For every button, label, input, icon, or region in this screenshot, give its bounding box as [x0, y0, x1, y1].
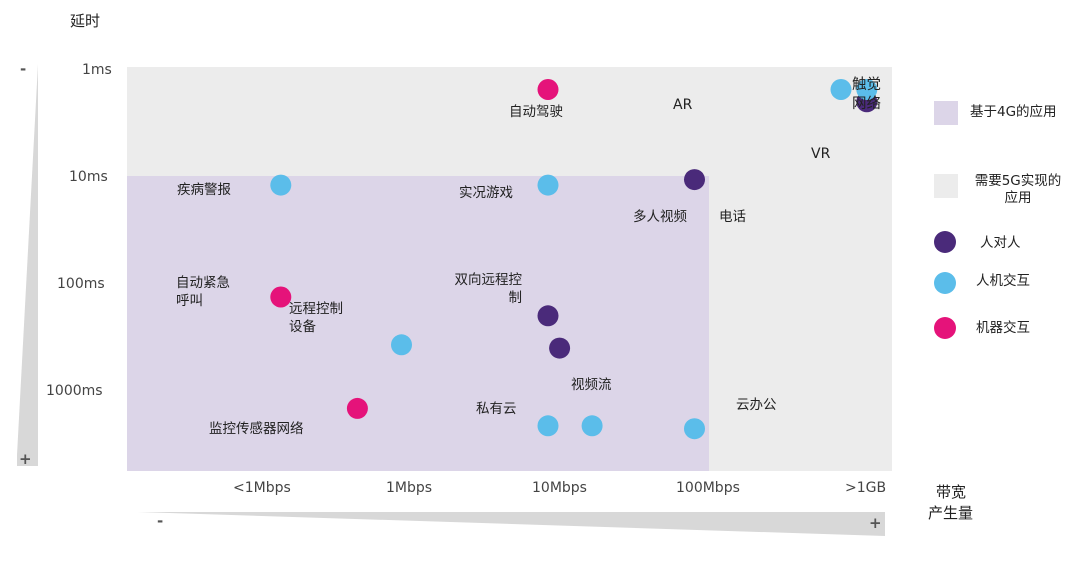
y-axis-wedge	[17, 64, 38, 466]
data-point	[856, 79, 878, 100]
data-point	[346, 397, 368, 419]
point-label: 实况游戏	[459, 185, 513, 201]
data-point	[830, 79, 852, 100]
point-label: 云办公	[736, 397, 777, 413]
data-point	[270, 286, 292, 308]
legend-swatch-4g	[934, 101, 958, 125]
data-point	[537, 174, 559, 196]
point-label: 监控传感器网络	[209, 421, 304, 437]
x-tick-label: 1Mbps	[386, 480, 433, 496]
data-point	[684, 418, 705, 440]
y-tick-label: 1000ms	[46, 383, 103, 399]
legend-marker	[934, 317, 956, 339]
point-label: 自动驾驶	[509, 104, 563, 120]
x-tick-label: 10Mbps	[532, 480, 587, 496]
legend-label: 机器交互	[976, 320, 1030, 336]
y-tick-label: 100ms	[57, 276, 105, 292]
y-tick-label: 10ms	[69, 169, 108, 185]
legend-label: 需要5G实现的应用	[974, 173, 1062, 206]
x-axis-sign-right: +	[869, 514, 882, 532]
region-4g	[127, 176, 709, 471]
y-axis-sign-top: -	[20, 60, 27, 78]
data-point	[581, 415, 603, 437]
legend-marker	[934, 272, 956, 294]
data-point	[537, 415, 559, 437]
x-axis-label-line-2: 产生量	[928, 504, 974, 522]
legend-marker	[934, 231, 956, 253]
point-label: 私有云	[476, 401, 517, 417]
x-axis-label: 带宽 产生量	[928, 482, 973, 524]
y-axis-label: 延时	[70, 12, 101, 30]
data-point	[391, 334, 412, 356]
point-label: 多人视频	[633, 209, 687, 225]
point-label: 双向远程控制	[454, 272, 523, 306]
annotation-phone: 电话	[719, 209, 746, 225]
point-label: 自动紧急呼叫	[176, 275, 230, 309]
x-tick-label: 100Mbps	[676, 480, 740, 496]
data-point	[537, 79, 559, 100]
y-tick-label: 1ms	[82, 62, 112, 78]
annotation-ar: AR	[673, 97, 693, 113]
legend-label: 基于4G的应用	[970, 104, 1057, 120]
legend-label: 人对人	[980, 235, 1021, 251]
x-axis-label-line-1: 带宽	[936, 483, 967, 501]
data-point	[537, 305, 559, 327]
annotation-vr: VR	[811, 146, 831, 162]
point-label: 触觉网络	[852, 77, 881, 112]
point-label: 疾病警报	[177, 182, 231, 198]
x-tick-label: <1Mbps	[233, 480, 291, 496]
x-tick-label: >1GB	[845, 480, 887, 496]
data-point	[684, 169, 705, 191]
legend-label: 人机交互	[976, 273, 1030, 289]
x-axis-sign-left: -	[157, 512, 164, 530]
data-point	[270, 174, 292, 196]
point-label: 视频流	[571, 377, 612, 393]
x-axis-wedge	[138, 512, 885, 536]
point-label: 远程控制设备	[289, 301, 343, 335]
data-point	[549, 337, 571, 359]
y-axis-sign-bottom: +	[19, 450, 32, 468]
legend-swatch-5g	[934, 174, 958, 198]
